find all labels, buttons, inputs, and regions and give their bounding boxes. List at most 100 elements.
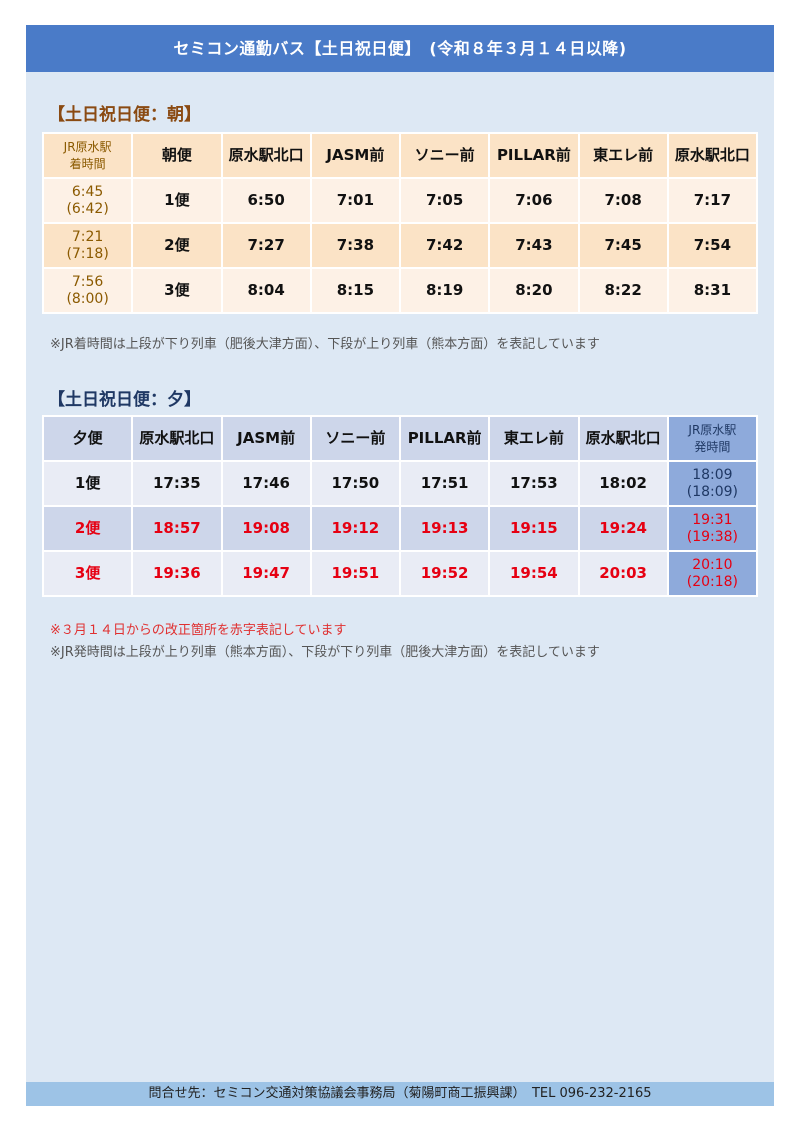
time-cell: 17:51 (401, 462, 489, 505)
jr-departure-time-text: 18:09 (692, 466, 733, 483)
table-row: 2便 18:57 19:08 19:12 19:13 19:15 19:24 19:31 (19… (44, 507, 756, 550)
trip-label: 1便 (44, 462, 132, 505)
time-cell-text: 19:47 (242, 564, 290, 582)
time-cell: 17:50 (311, 462, 399, 505)
jr-arrival-time-text: (7:18) (66, 245, 109, 262)
column-header-text: 原水駅北口 (674, 146, 750, 164)
jr-arrival-time: 6:45 (6:42) (44, 179, 132, 222)
time-cell: 19:13 (401, 507, 489, 550)
jr-departure-header: JR原水駅発時間 (668, 417, 756, 460)
jr-departure-header-text: 発時間 (694, 439, 731, 454)
jr-departure-time-text: 20:10 (692, 556, 733, 573)
time-cell: 7:42 (401, 224, 489, 267)
column-header-text: PILLAR前 (496, 146, 571, 164)
time-cell-text: 19:13 (420, 519, 469, 537)
time-cell-text: 7:27 (247, 236, 285, 254)
time-cell-text: 20:03 (599, 564, 647, 582)
jr-departure-time-text: (18:09) (686, 483, 739, 500)
jr-arrival-header: JR原水駅 着時間 (44, 134, 132, 177)
time-cell: 6:50 (222, 179, 310, 222)
time-cell: 18:02 (579, 462, 667, 505)
evening-note: ※JR発時間は上段が上り列車（熊本方面）、下段が下り列車（肥後大津方面）を表記し… (50, 645, 600, 660)
time-cell: 19:47 (222, 552, 310, 595)
time-cell: 7:08 (579, 179, 667, 222)
time-cell-text: 8:20 (515, 281, 553, 299)
time-cell-text: 19:15 (510, 519, 558, 537)
column-header-text: JASM前 (326, 146, 385, 164)
revision-note: ※３月１４日からの改正箇所を赤字表記しています (50, 623, 347, 638)
jr-departure-time-text: (19:38) (686, 528, 739, 545)
time-cell-text: 18:02 (599, 474, 647, 492)
time-cell-text: 7:06 (515, 191, 553, 209)
jr-arrival-time-text: 6:45 (71, 183, 104, 200)
column-header: ソニー前 (311, 417, 399, 460)
header-row: 夕便 原水駅北口 JASM前 ソニー前 PILLAR前 東エレ前 原水駅北口 JR原水駅 発時間 (44, 417, 756, 460)
evening-timetable: 夕便 原水駅北口 JASM前 ソニー前 PILLAR前 東エレ前 原水駅北口 JR原水駅 発時間… (42, 415, 758, 597)
table-row: 7:56 (8:00) 3便 8:04 8:15 8:19 8:20 8:22 8:31 (44, 269, 756, 312)
column-header-text: 原水駅北口 (139, 429, 215, 447)
jr-departure-time: 19:31 (19:38) (668, 507, 756, 550)
time-cell: 8:22 (579, 269, 667, 312)
column-header-text: PILLAR前 (407, 429, 482, 447)
evening-heading: 【土日祝日便：夕】 (48, 390, 201, 410)
time-cell: 17:53 (490, 462, 578, 505)
trip-label-text: 1便 (74, 474, 101, 492)
column-header: ソニー前 (401, 134, 489, 177)
time-cell-text: 8:19 (425, 281, 464, 299)
time-cell-text: 19:54 (510, 564, 558, 582)
time-cell: 7:01 (311, 179, 399, 222)
jr-departure-header-text: JR原水駅 (688, 422, 737, 437)
trip-label-text: 3便 (164, 281, 190, 299)
time-cell-text: 19:12 (331, 519, 380, 537)
trip-label: 3便 (44, 552, 132, 595)
jr-departure-time-text: (20:18) (686, 573, 739, 590)
time-cell-text: 17:53 (510, 474, 558, 492)
time-cell: 19:08 (222, 507, 310, 550)
time-cell: 7:17 (668, 179, 756, 222)
time-cell: 8:19 (401, 269, 489, 312)
time-cell-text: 8:22 (604, 281, 642, 299)
jr-departure-time-text: 19:31 (692, 511, 733, 528)
time-cell: 7:38 (311, 224, 399, 267)
trip-label-text: 2便 (74, 519, 101, 537)
table-row: 1便 17:35 17:46 17:50 17:51 17:53 18:02 18:09 (18… (44, 462, 756, 505)
time-cell-text: 17:51 (420, 474, 469, 492)
time-cell: 8:20 (490, 269, 578, 312)
time-cell-text: 7:45 (604, 236, 642, 254)
time-cell: 19:54 (490, 552, 578, 595)
time-cell: 17:46 (222, 462, 310, 505)
time-cell-text: 19:52 (420, 564, 469, 582)
time-cell-text: 19:08 (242, 519, 290, 537)
column-header-text: 原水駅北口 (585, 429, 661, 447)
time-cell: 19:12 (311, 507, 399, 550)
column-header-text: ソニー前 (414, 146, 475, 164)
column-header-text: 夕便 (72, 429, 103, 447)
table-row: 6:45 (6:42) 1便 6:50 7:01 7:05 7:06 7:08 7:17 (44, 179, 756, 222)
trip-label: 1便 (133, 179, 221, 222)
jr-arrival-time-text: (6:42) (66, 200, 109, 217)
column-header-text: 朝便 (161, 146, 192, 164)
column-header: JASM前 (222, 417, 310, 460)
jr-arrival-time-text: 7:56 (71, 273, 104, 290)
trip-label-text: 1便 (164, 191, 190, 209)
column-header: PILLAR前 (401, 417, 489, 460)
time-cell: 17:35 (133, 462, 221, 505)
column-header: JASM前 (311, 134, 399, 177)
time-cell-text: 8:04 (247, 281, 285, 299)
column-header: 朝便 (133, 134, 221, 177)
column-header: 原水駅北口 (579, 417, 667, 460)
column-header-text: 原水駅北口 (228, 146, 304, 164)
time-cell-text: 7:01 (336, 191, 375, 209)
morning-note: ※JR着時間は上段が下り列車（肥後大津方面）、下段が上り列車（熊本方面）を表記し… (50, 337, 600, 352)
morning-timetable: JR原水駅 着時間 朝便 原水駅北口 JASM前 ソニー前 PILLAR前 東エレ前 原水駅北口… (42, 132, 758, 314)
time-cell-text: 6:50 (247, 191, 285, 209)
time-cell: 19:36 (133, 552, 221, 595)
time-cell: 19:51 (311, 552, 399, 595)
column-header-text: ソニー前 (325, 429, 386, 447)
time-cell-text: 8:31 (693, 281, 732, 299)
jr-arrival-time: 7:56 (8:00) (44, 269, 132, 312)
column-header: 夕便 (44, 417, 132, 460)
table-row: 3便 19:36 19:47 19:51 19:52 19:54 20:03 20:10 (20… (44, 552, 756, 595)
time-cell-text: 7:05 (425, 191, 464, 209)
column-header: 東エレ前 (579, 134, 667, 177)
